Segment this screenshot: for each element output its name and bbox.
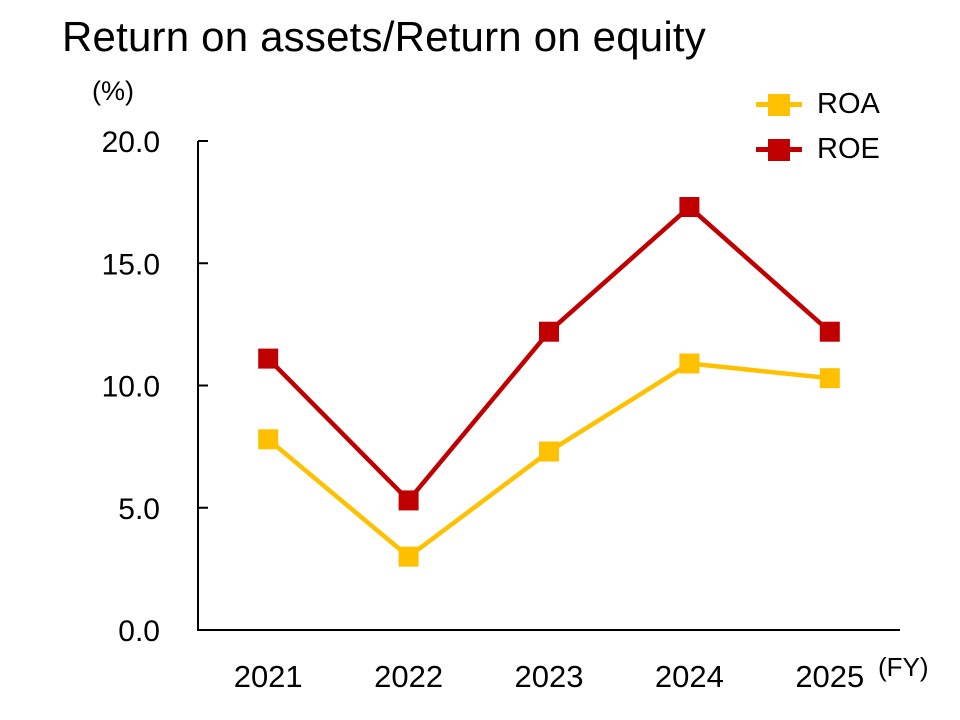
- chart-title: Return on assets/Return on equity: [62, 13, 706, 60]
- x-tick-label: 2023: [515, 659, 584, 694]
- roa-marker-2022: [398, 546, 419, 567]
- legend-item-roa: ROA: [756, 82, 880, 127]
- roe-legend-marker-icon: [756, 139, 802, 161]
- roe-marker-2021: [258, 348, 279, 369]
- x-axis-unit-label: (FY): [878, 652, 929, 682]
- chart-legend: ROA ROE: [756, 82, 880, 172]
- roa-marker-2024: [679, 353, 700, 374]
- y-tick-label: 5.0: [118, 493, 160, 526]
- y-tick-label: 10.0: [102, 371, 160, 404]
- y-tick-label: 15.0: [102, 248, 160, 281]
- roa-legend-marker-icon: [756, 94, 802, 116]
- roe-legend-label: ROE: [817, 133, 880, 165]
- roe-marker-2022: [398, 490, 419, 511]
- y-axis-unit-label: (%): [92, 76, 134, 106]
- roa-marker-2021: [258, 429, 279, 450]
- roe-marker-2025: [819, 321, 840, 342]
- y-tick-label: 0.0: [118, 615, 160, 648]
- x-tick-label: 2025: [795, 659, 864, 694]
- x-tick-label: 2021: [234, 659, 303, 694]
- y-tick-label: 20.0: [102, 126, 160, 159]
- roa-legend-label: ROA: [817, 88, 880, 120]
- roa-marker-2025: [819, 368, 840, 389]
- roe-marker-2023: [539, 321, 559, 342]
- legend-item-roe: ROE: [756, 127, 880, 172]
- roe-marker-2024: [679, 197, 700, 218]
- x-tick-label: 2024: [655, 659, 724, 694]
- roa-marker-2023: [539, 441, 559, 462]
- x-tick-label: 2022: [374, 659, 443, 694]
